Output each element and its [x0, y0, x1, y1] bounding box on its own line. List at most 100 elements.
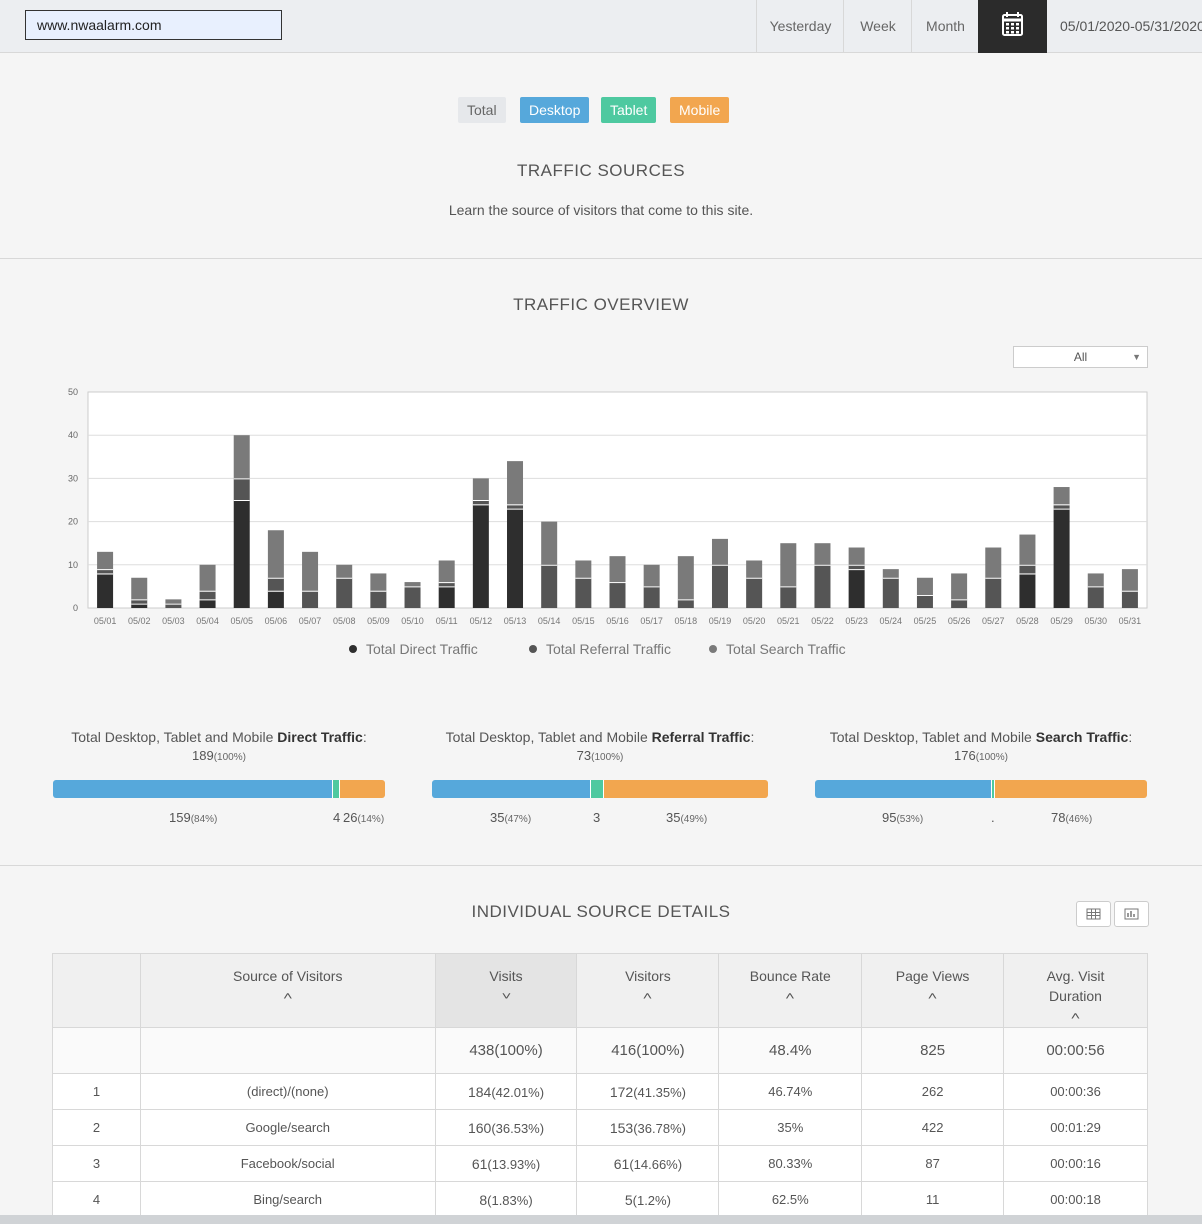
- row-visitors: 172(41.35%): [576, 1073, 720, 1110]
- x-tick-label: 05/21: [777, 616, 800, 626]
- chart-view-button[interactable]: [1114, 901, 1149, 927]
- direct-split-suffix: :: [362, 729, 367, 745]
- y-tick-label: 50: [68, 387, 78, 397]
- filter-tablet-button[interactable]: Tablet: [601, 97, 657, 123]
- search-bar: [233, 435, 250, 479]
- referral-split-suffix: :: [750, 729, 755, 745]
- referral-bar: [1019, 564, 1036, 574]
- site-url-input[interactable]: [25, 10, 282, 40]
- totals-bounce-rate: 48.4%: [718, 1027, 863, 1074]
- search-bar: [1087, 573, 1104, 587]
- row-avg-duration: 00:00:18: [1003, 1181, 1148, 1218]
- search-bar: [199, 564, 216, 591]
- referral-split-prefix: Total Desktop, Tablet and Mobile: [445, 729, 652, 745]
- row-source[interactable]: (direct)/(none): [139, 1073, 436, 1110]
- search-bar: [1121, 569, 1138, 591]
- search-bar: [643, 564, 660, 587]
- referral-bar: [609, 582, 626, 608]
- section-divider: [0, 258, 1202, 259]
- x-tick-label: 05/25: [914, 616, 937, 626]
- row-source[interactable]: Google/search: [139, 1109, 436, 1146]
- visits-column-header[interactable]: Visits ˅: [434, 953, 578, 1028]
- chevron-down-icon: ▼: [1132, 352, 1141, 362]
- legend-direct-dot: [349, 645, 357, 653]
- search-bar: [302, 551, 319, 591]
- table-row[interactable]: 3 Facebook/social 61(13.93%) 61(14.66%) 80.3…: [52, 1145, 1148, 1182]
- direct-split-prefix: Total Desktop, Tablet and Mobile: [71, 729, 278, 745]
- direct-bar: [507, 508, 524, 608]
- direct-split-total-pct: (100%): [213, 752, 246, 763]
- referral-bar: [336, 577, 353, 608]
- table-row[interactable]: 4 Bing/search 8(1.83%) 5(1.2%) 62.5% 11 00:00:…: [52, 1181, 1148, 1218]
- bounce-rate-column-header[interactable]: Bounce Rate ˄: [718, 953, 863, 1028]
- x-tick-label: 05/20: [743, 616, 766, 626]
- table-view-button[interactable]: [1076, 901, 1111, 927]
- search-bar: [677, 556, 694, 600]
- section-divider: [0, 865, 1202, 866]
- traffic-overview-title: TRAFFIC OVERVIEW: [513, 295, 689, 314]
- row-visitors: 153(36.78%): [576, 1109, 720, 1146]
- row-avg-duration: 00:00:36: [1003, 1073, 1148, 1110]
- filter-desktop-button[interactable]: Desktop: [520, 97, 590, 123]
- totals-avg-duration: 00:00:56: [1003, 1027, 1148, 1074]
- avg-duration-column-header[interactable]: Avg. Visit Duration ˄: [1003, 953, 1148, 1028]
- filter-total-button[interactable]: Total: [458, 97, 506, 123]
- x-tick-label: 05/16: [606, 616, 629, 626]
- bottom-scroll-strip[interactable]: [0, 1215, 1202, 1224]
- referral-split-total-pct: (100%): [591, 752, 624, 763]
- referral-bar: [677, 599, 694, 608]
- search-bar: [131, 577, 148, 600]
- x-tick-label: 05/03: [162, 616, 185, 626]
- calendar-button[interactable]: [978, 0, 1047, 53]
- source-details-title: INDIVIDUAL SOURCE DETAILS: [471, 902, 731, 921]
- direct-bar: [438, 586, 455, 608]
- totals-page-views: 825: [861, 1027, 1005, 1074]
- search-bar: [472, 478, 489, 500]
- referral-bar: [882, 577, 899, 608]
- referral-bar: [1121, 590, 1138, 608]
- row-rank: 2: [52, 1109, 141, 1146]
- x-tick-label: 05/09: [367, 616, 390, 626]
- x-tick-label: 05/22: [811, 616, 834, 626]
- row-source[interactable]: Bing/search: [139, 1181, 436, 1218]
- range-week-button[interactable]: Week: [843, 0, 912, 53]
- table-row[interactable]: 1 (direct)/(none) 184(42.01%) 172(41.35%) 46…: [52, 1073, 1148, 1110]
- calendar-icon: [1002, 12, 1023, 36]
- y-tick-label: 20: [68, 517, 78, 527]
- search-bar: [541, 521, 558, 565]
- source-column-header[interactable]: Source of Visitors ˄: [139, 953, 436, 1028]
- direct-bar: [199, 599, 216, 608]
- range-month-button[interactable]: Month: [911, 0, 979, 53]
- y-tick-label: 30: [68, 473, 78, 483]
- direct-bar: [233, 500, 250, 608]
- y-tick-label: 40: [68, 430, 78, 440]
- x-tick-label: 05/08: [333, 616, 356, 626]
- direct-split-summary: Total Desktop, Tablet and Mobile Direct …: [53, 729, 385, 763]
- row-page-views: 262: [861, 1073, 1005, 1110]
- filter-mobile-button[interactable]: Mobile: [670, 97, 730, 123]
- row-rank: 1: [52, 1073, 141, 1110]
- direct-desktop-count: 159(84%): [169, 810, 218, 825]
- page-views-column-header[interactable]: Page Views ˄: [861, 953, 1005, 1028]
- search-bar: [951, 573, 968, 600]
- search-bar: [916, 577, 933, 596]
- traffic-type-select[interactable]: All ▼: [1013, 346, 1148, 368]
- direct-bar: [1019, 573, 1036, 608]
- referral-bar: [575, 577, 592, 608]
- row-bounce-rate: 35%: [718, 1109, 863, 1146]
- date-range-label[interactable]: 05/01/2020-05/31/2020: [1060, 18, 1202, 34]
- range-yesterday-button[interactable]: Yesterday: [756, 0, 844, 53]
- search-bar: [985, 547, 1002, 578]
- referral-bar: [131, 599, 148, 604]
- row-source[interactable]: Facebook/social: [139, 1145, 436, 1182]
- direct-bar: [1053, 508, 1070, 608]
- x-tick-label: 05/06: [265, 616, 288, 626]
- row-rank: 3: [52, 1145, 141, 1182]
- table-row[interactable]: 2 Google/search 160(36.53%) 153(36.78%) 35% 4…: [52, 1109, 1148, 1146]
- row-bounce-rate: 62.5%: [718, 1181, 863, 1218]
- search-bar: [609, 556, 626, 583]
- referral-bar: [541, 564, 558, 608]
- x-tick-label: 05/31: [1119, 616, 1142, 626]
- chart-view-icon: [1124, 908, 1139, 920]
- referral-bar: [780, 586, 797, 608]
